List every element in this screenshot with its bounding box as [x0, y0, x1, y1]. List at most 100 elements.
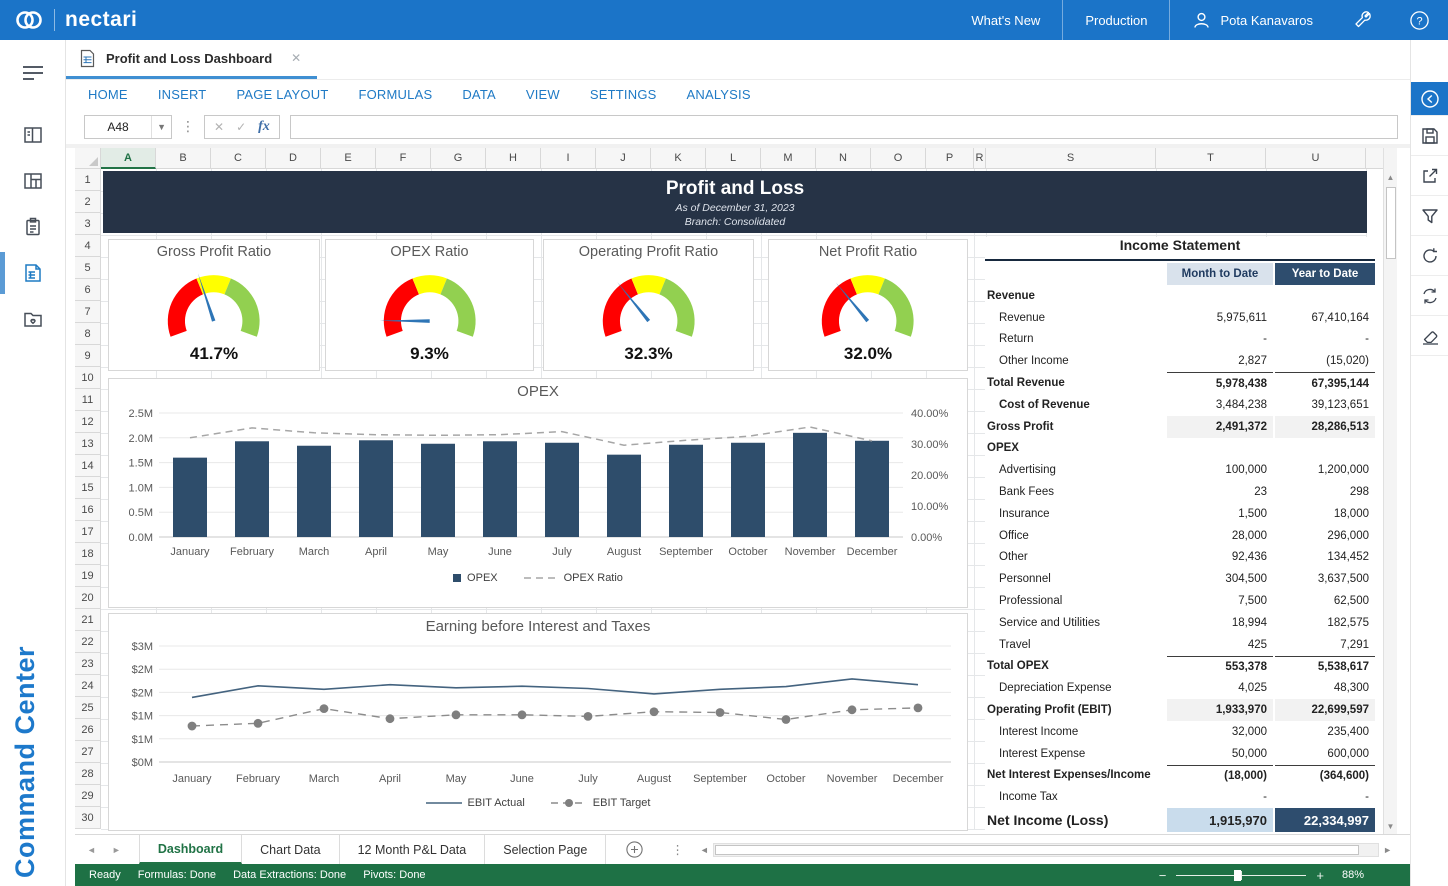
row-header-27[interactable]: 27: [75, 741, 101, 763]
row-header-6[interactable]: 6: [75, 279, 101, 301]
ribbon-tab-view[interactable]: VIEW: [526, 87, 560, 102]
row-header-21[interactable]: 21: [75, 609, 101, 631]
name-box-dropdown-icon[interactable]: ▼: [151, 116, 171, 138]
column-header-f[interactable]: F: [376, 148, 431, 169]
row-header-29[interactable]: 29: [75, 785, 101, 807]
clear-eraser-button[interactable]: [1411, 316, 1448, 356]
column-header-i[interactable]: I: [541, 148, 596, 169]
sheet-nav-right-icon[interactable]: ►: [112, 845, 121, 855]
row-header-10[interactable]: 10: [75, 367, 101, 389]
row-header-9[interactable]: 9: [75, 345, 101, 367]
row-header-2[interactable]: 2: [75, 191, 101, 213]
sheet-nav-left-icon[interactable]: ◄: [87, 845, 96, 855]
row-header-12[interactable]: 12: [75, 411, 101, 433]
row-header-11[interactable]: 11: [75, 389, 101, 411]
sheet-canvas[interactable]: Profit and Loss As of December 31, 2023 …: [101, 169, 1383, 834]
row-header-30[interactable]: 30: [75, 807, 101, 829]
refresh-all-button[interactable]: [1411, 276, 1448, 316]
row-header-20[interactable]: 20: [75, 587, 101, 609]
select-all-corner[interactable]: [75, 148, 101, 169]
refresh-button[interactable]: [1411, 236, 1448, 276]
sidebar-item-tasks[interactable]: [13, 204, 53, 250]
row-header-1[interactable]: 1: [75, 169, 101, 191]
sheet-tab-dashboard[interactable]: Dashboard: [139, 835, 242, 864]
column-header-o[interactable]: O: [871, 148, 926, 169]
column-header-m[interactable]: M: [761, 148, 816, 169]
horizontal-scroll-thumb[interactable]: [715, 845, 1359, 855]
ribbon-tab-settings[interactable]: SETTINGS: [590, 87, 657, 102]
row-header-19[interactable]: 19: [75, 565, 101, 587]
filter-button[interactable]: [1411, 196, 1448, 236]
row-header-8[interactable]: 8: [75, 323, 101, 345]
column-header-h[interactable]: H: [486, 148, 541, 169]
row-header-13[interactable]: 13: [75, 433, 101, 455]
add-sheet-button[interactable]: [606, 835, 663, 864]
ribbon-tab-data[interactable]: DATA: [462, 87, 496, 102]
cell-name-box[interactable]: A48 ▼: [84, 115, 172, 139]
gauge-gross-profit-ratio[interactable]: Gross Profit Ratio41.7%: [108, 239, 320, 371]
column-header-g[interactable]: G: [431, 148, 486, 169]
sheet-tab-selection-page[interactable]: Selection Page: [485, 835, 606, 864]
column-header-k[interactable]: K: [651, 148, 706, 169]
tools-wrench-button[interactable]: [1335, 0, 1391, 40]
vertical-scrollbar[interactable]: ▲ ▼: [1383, 169, 1397, 834]
column-header-j[interactable]: J: [596, 148, 651, 169]
gauge-opex-ratio[interactable]: OPEX Ratio9.3%: [325, 239, 534, 371]
row-header-23[interactable]: 23: [75, 653, 101, 675]
row-header-16[interactable]: 16: [75, 499, 101, 521]
column-header-r[interactable]: R: [974, 148, 986, 169]
user-menu[interactable]: Pota Kanavaros: [1170, 0, 1335, 40]
column-header-t[interactable]: T: [1156, 148, 1266, 169]
zoom-slider[interactable]: [1176, 875, 1306, 876]
row-header-28[interactable]: 28: [75, 763, 101, 785]
row-header-15[interactable]: 15: [75, 477, 101, 499]
row-header-25[interactable]: 25: [75, 697, 101, 719]
row-header-22[interactable]: 22: [75, 631, 101, 653]
document-tab[interactable]: Profit and Loss Dashboard ✕: [66, 40, 317, 79]
row-header-26[interactable]: 26: [75, 719, 101, 741]
close-tab-icon[interactable]: ✕: [291, 51, 301, 65]
column-header-c[interactable]: C: [211, 148, 266, 169]
column-header-e[interactable]: E: [321, 148, 376, 169]
sheet-tab-chart-data[interactable]: Chart Data: [242, 835, 339, 864]
confirm-formula-icon[interactable]: ✓: [236, 120, 246, 134]
formula-input[interactable]: [290, 115, 1398, 139]
ebit-chart-panel[interactable]: Earning before Interest and Taxes$0M$1M$…: [108, 613, 968, 831]
sheet-tab-12-month-p-l-data[interactable]: 12 Month P&L Data: [340, 835, 486, 864]
column-header-n[interactable]: N: [816, 148, 871, 169]
hscroll-right-icon[interactable]: ►: [1379, 845, 1396, 855]
ribbon-tab-analysis[interactable]: ANALYSIS: [687, 87, 751, 102]
column-header-b[interactable]: B: [156, 148, 211, 169]
scroll-up-icon[interactable]: ▲: [1387, 169, 1395, 185]
formula-options-kebab-icon[interactable]: ⋮: [181, 118, 195, 135]
zoom-out-icon[interactable]: −: [1159, 868, 1167, 883]
export-button[interactable]: [1411, 156, 1448, 196]
hscroll-left-icon[interactable]: ◄: [696, 845, 713, 855]
row-header-17[interactable]: 17: [75, 521, 101, 543]
insert-function-icon[interactable]: fx: [258, 119, 270, 135]
ribbon-tab-page-layout[interactable]: PAGE LAYOUT: [236, 87, 328, 102]
column-header-s[interactable]: S: [986, 148, 1156, 169]
column-header-d[interactable]: D: [266, 148, 321, 169]
vertical-scroll-thumb[interactable]: [1386, 187, 1396, 259]
help-button[interactable]: ?: [1391, 0, 1448, 40]
whats-new-link[interactable]: What's New: [949, 0, 1062, 40]
cancel-formula-icon[interactable]: ✕: [214, 120, 224, 134]
opex-chart-panel[interactable]: OPEX0.0M0.5M1.0M1.5M2.0M2.5M0.00%10.00%2…: [108, 378, 968, 608]
ribbon-tab-formulas[interactable]: FORMULAS: [358, 87, 432, 102]
row-header-14[interactable]: 14: [75, 455, 101, 477]
row-header-18[interactable]: 18: [75, 543, 101, 565]
row-header-5[interactable]: 5: [75, 257, 101, 279]
ribbon-tab-insert[interactable]: INSERT: [158, 87, 207, 102]
gauge-operating-profit-ratio[interactable]: Operating Profit Ratio32.3%: [543, 239, 754, 371]
row-header-24[interactable]: 24: [75, 675, 101, 697]
column-header-p[interactable]: P: [926, 148, 974, 169]
column-header-a[interactable]: A: [101, 148, 156, 169]
column-header-u[interactable]: U: [1266, 148, 1366, 169]
zoom-slider-handle[interactable]: [1234, 870, 1241, 881]
save-button[interactable]: [1411, 116, 1448, 156]
sidebar-item-report-book[interactable]: [13, 112, 53, 158]
gauge-net-profit-ratio[interactable]: Net Profit Ratio32.0%: [768, 239, 968, 371]
row-header-3[interactable]: 3: [75, 213, 101, 235]
sidebar-item-favorites[interactable]: [13, 296, 53, 342]
